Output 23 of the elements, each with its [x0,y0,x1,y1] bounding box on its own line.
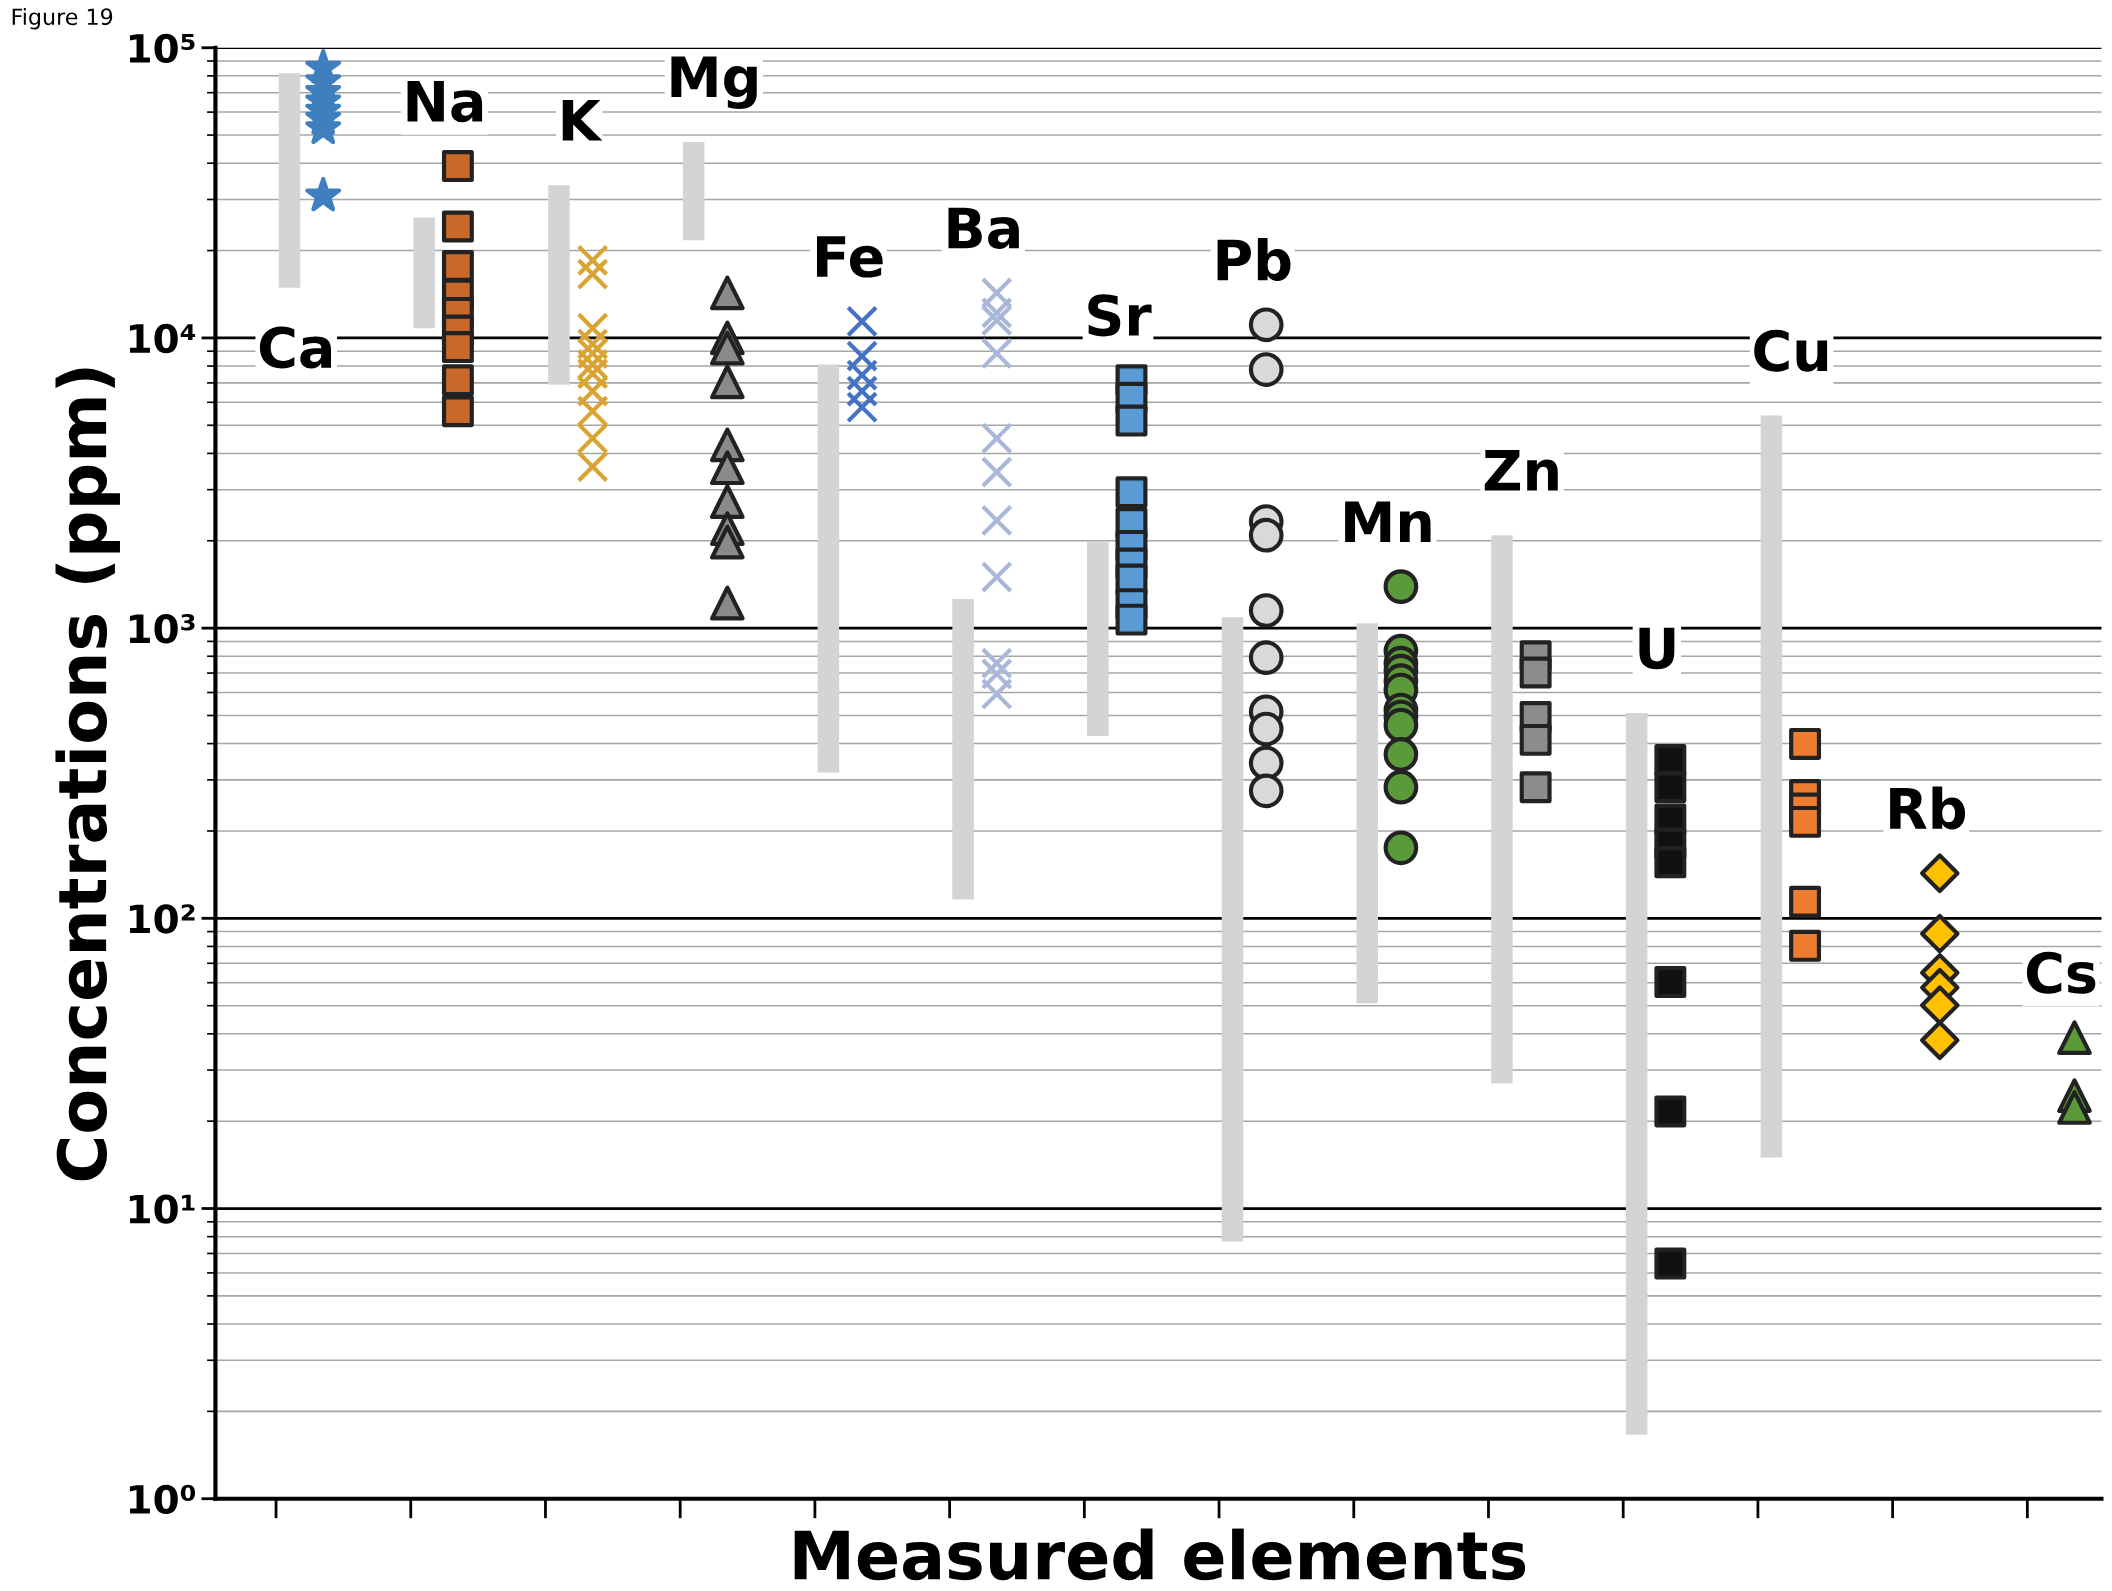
y-tick-label: 10³ [129,614,195,644]
x-tick-label: U [1639,627,1675,670]
y-tick-label: 10² [129,904,195,934]
x-tick-label: Mn [1345,501,1431,542]
x-tick-label: Na [407,80,483,123]
x-tick-label: Ba [948,207,1019,250]
x-tick-label: Cu [1754,329,1828,372]
caption: Figure 19 [12,7,113,30]
y-axis-title: Concentrations (ppm) [55,368,120,1181]
x-tick-label: Fe [816,236,883,278]
x-tick-label: Mg [671,56,757,110]
x-tick-label: Sr [1088,294,1152,337]
x-tick-label: K [562,100,603,141]
x-tick-label: Ca [259,326,332,369]
x-tick-label: Pb [1217,237,1291,281]
x-tick-label: Rb [1890,786,1966,830]
y-tick-label: 10⁰ [129,1484,196,1515]
x-tick-label: Cs [2026,951,2096,994]
y-tick-label: 10¹ [129,1194,195,1224]
x-tick-label: Zn [1484,450,1558,491]
y-tick-label: 10⁵ [129,33,195,64]
x-axis-title: Measured elements [794,1528,1526,1581]
y-tick-label: 10⁴ [129,323,196,354]
